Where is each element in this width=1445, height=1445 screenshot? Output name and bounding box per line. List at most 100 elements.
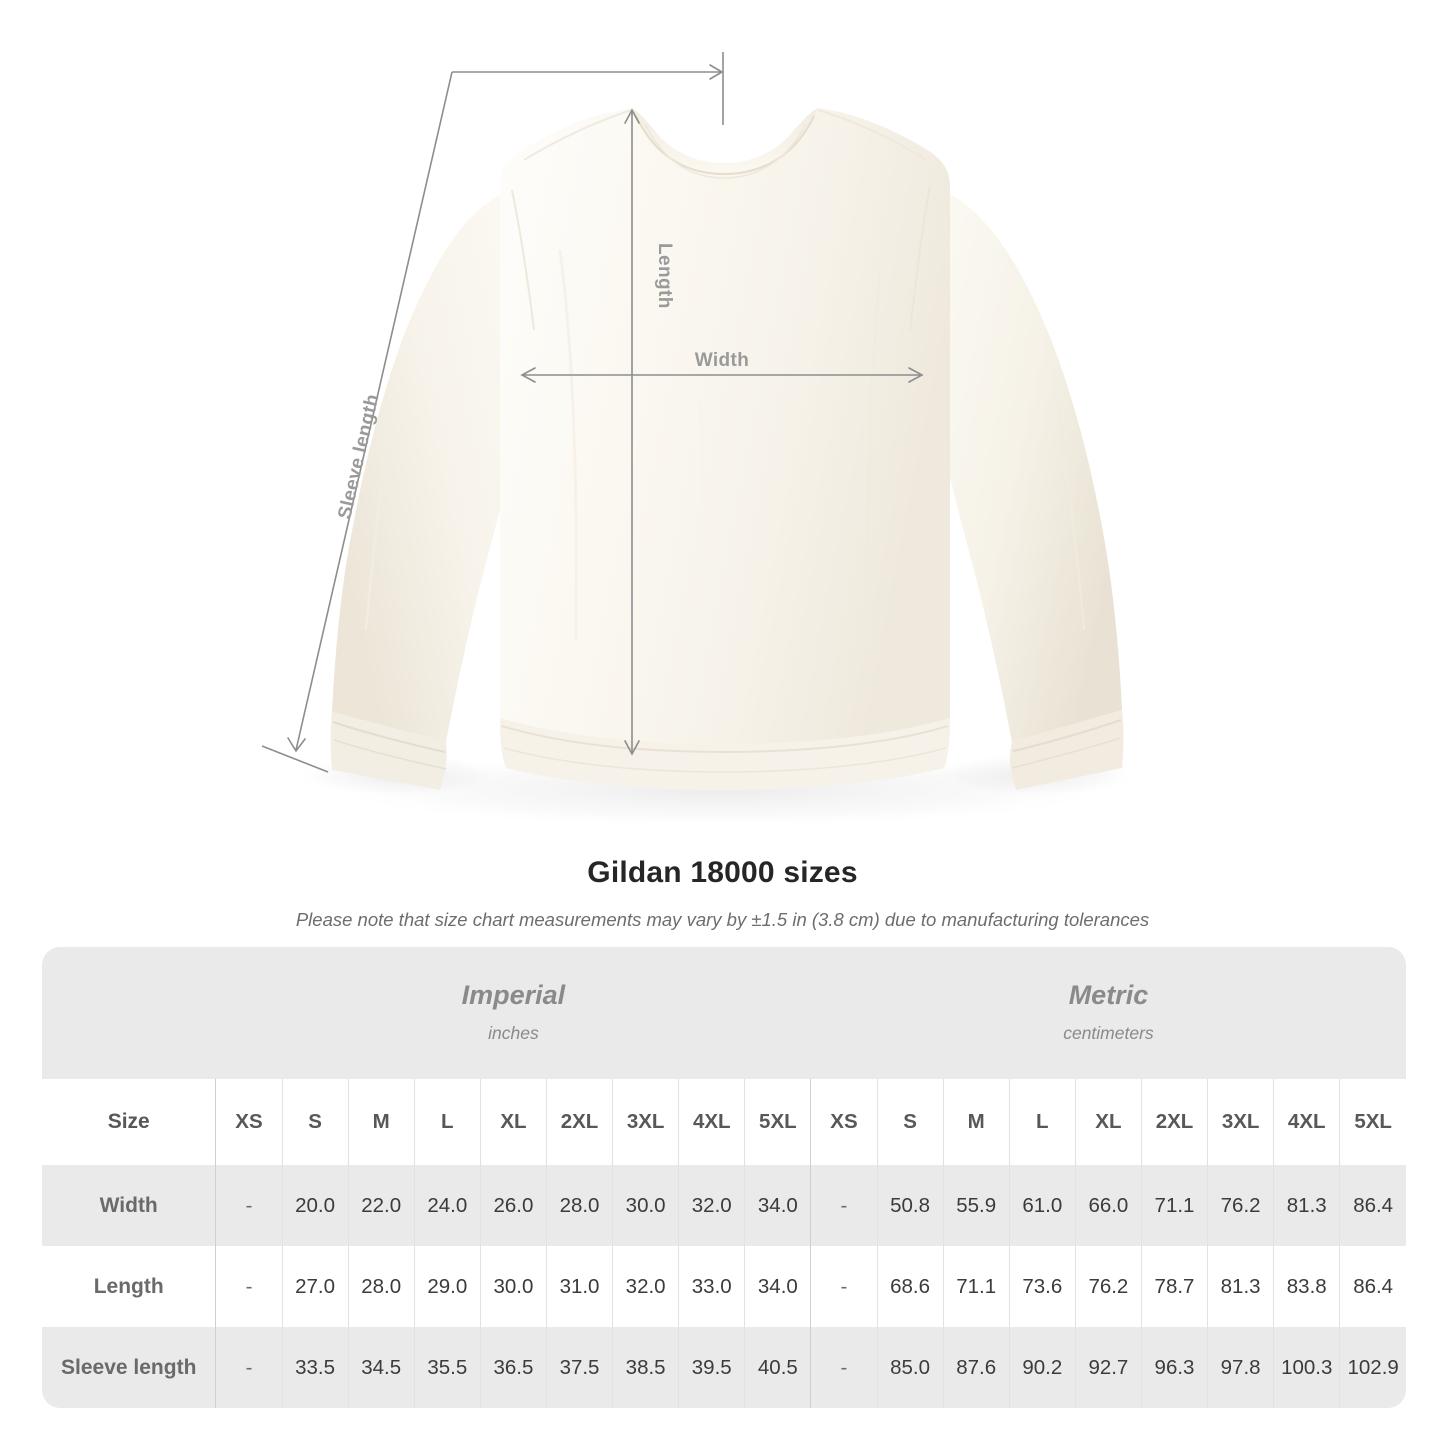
- cell-value: 34.5: [361, 1355, 402, 1379]
- size-column-label: 2XL: [1155, 1110, 1194, 1133]
- row-label-cell: Length: [42, 1246, 216, 1327]
- table-cell: 81.3: [1207, 1246, 1274, 1327]
- table-cell: 36.5: [479, 1327, 547, 1408]
- size-column-header-4xl-imperial: 4XL: [678, 1079, 745, 1165]
- cell-value: 34.0: [757, 1274, 798, 1298]
- cell-value: -: [840, 1274, 848, 1298]
- table-cell: 34.5: [347, 1327, 415, 1408]
- table-cell: 90.2: [1008, 1327, 1076, 1408]
- table-cell: 96.3: [1140, 1327, 1208, 1408]
- table-cell: 34.0: [744, 1165, 811, 1246]
- cell-value: 30.0: [493, 1274, 534, 1298]
- cell-value: 71.1: [956, 1274, 997, 1298]
- cell-value: 81.3: [1286, 1193, 1327, 1217]
- size-column-header-m-metric: M: [942, 1079, 1010, 1165]
- table-cell: 83.8: [1273, 1246, 1340, 1327]
- size-column-header-s-imperial: S: [281, 1079, 349, 1165]
- cell-value: 22.0: [361, 1193, 402, 1217]
- unit-name: Imperial: [461, 980, 566, 1010]
- cell-value: 86.4: [1353, 1193, 1394, 1217]
- cell-value: 76.2: [1220, 1193, 1261, 1217]
- table-cell: -: [215, 1246, 283, 1327]
- cell-value: 29.0: [427, 1274, 468, 1298]
- cell-value: 28.0: [361, 1274, 402, 1298]
- cell-value: 97.8: [1220, 1355, 1261, 1379]
- cell-value: 76.2: [1088, 1274, 1129, 1298]
- cell-value: 39.5: [691, 1355, 732, 1379]
- table-cell: 97.8: [1207, 1327, 1274, 1408]
- table-cell: 26.0: [479, 1165, 547, 1246]
- cell-value: 38.5: [625, 1355, 666, 1379]
- table-cell: 35.5: [413, 1327, 481, 1408]
- table-cell: 76.2: [1074, 1246, 1142, 1327]
- page-title: Gildan 18000 sizes: [587, 856, 858, 889]
- row-label-cell: Width: [42, 1165, 216, 1246]
- size-column-label: 3XL: [626, 1110, 665, 1133]
- cell-value: -: [245, 1274, 253, 1298]
- cell-value: 96.3: [1154, 1355, 1195, 1379]
- cell-value: 35.5: [427, 1355, 468, 1379]
- table-cell: 76.2: [1207, 1165, 1274, 1246]
- table-cell: 38.5: [612, 1327, 679, 1408]
- cell-value: 36.5: [493, 1355, 534, 1379]
- table-cell: -: [810, 1165, 878, 1246]
- size-column-header-3xl-metric: 3XL: [1207, 1079, 1274, 1165]
- unit-band-spacer: [42, 947, 216, 1079]
- garment-diagram: Length Width Sleeve length: [261, 52, 1140, 828]
- size-chart-table-wrapper: Imperial inches Metric centimeters Size XS S M L…: [42, 947, 1406, 1408]
- table-cell: 73.6: [1008, 1246, 1076, 1327]
- cell-value: 32.0: [625, 1274, 666, 1298]
- table-cell: 39.5: [678, 1327, 745, 1408]
- row-label: Sleeve length: [61, 1355, 197, 1379]
- cell-value: 61.0: [1022, 1193, 1063, 1217]
- size-column-header-3xl-imperial: 3XL: [612, 1079, 679, 1165]
- table-cell: 32.0: [678, 1165, 745, 1246]
- cell-value: 92.7: [1088, 1355, 1129, 1379]
- table-cell: 29.0: [413, 1246, 481, 1327]
- size-column-label: 3XL: [1221, 1110, 1260, 1133]
- unit-header-metric: Metric centimeters: [810, 947, 1406, 1079]
- table-cell: 40.5: [744, 1327, 811, 1408]
- table-cell: 30.0: [612, 1165, 679, 1246]
- row-label-cell: Sleeve length: [42, 1327, 216, 1408]
- table-cell: 31.0: [545, 1246, 613, 1327]
- size-column-header-m-imperial: M: [347, 1079, 415, 1165]
- cell-value: 85.0: [890, 1355, 931, 1379]
- unit-subtitle: centimeters: [1063, 1023, 1154, 1043]
- cell-value: 24.0: [427, 1193, 468, 1217]
- table-cell: 28.0: [347, 1246, 415, 1327]
- size-column-label: 4XL: [1287, 1110, 1326, 1133]
- cell-value: 81.3: [1220, 1274, 1261, 1298]
- table-cell: 50.8: [876, 1165, 944, 1246]
- size-column-label: 4XL: [692, 1110, 731, 1133]
- cell-value: 50.8: [890, 1193, 931, 1217]
- size-column-label: L: [1036, 1110, 1049, 1133]
- size-corner-header: Size: [42, 1079, 216, 1165]
- cell-value: 68.6: [890, 1274, 931, 1298]
- size-column-label: L: [441, 1110, 454, 1133]
- unit-header-imperial: Imperial inches: [215, 947, 811, 1079]
- table-row: Length - 27.0 28.0 29.0 30.0 31.0 32.0 33.0 34.0 -…: [42, 1246, 1406, 1327]
- table-cell: 71.1: [942, 1246, 1010, 1327]
- row-label: Length: [93, 1274, 164, 1298]
- table-cell: 32.0: [612, 1246, 679, 1327]
- table-row: Width - 20.0 22.0 24.0 26.0 28.0 30.0 32.0 34.0 - 5…: [42, 1165, 1406, 1246]
- cell-value: 102.9: [1347, 1355, 1399, 1379]
- table-cell: 68.6: [876, 1246, 944, 1327]
- size-column-header-xl-metric: XL: [1074, 1079, 1142, 1165]
- table-cell: -: [810, 1327, 878, 1408]
- cell-value: 28.0: [559, 1193, 600, 1217]
- size-column-label: XS: [830, 1110, 858, 1133]
- cell-value: 32.0: [691, 1193, 732, 1217]
- cell-value: -: [245, 1193, 253, 1217]
- size-column-header-l-imperial: L: [413, 1079, 481, 1165]
- cell-value: 71.1: [1154, 1193, 1195, 1217]
- size-corner-label: Size: [107, 1110, 150, 1133]
- table-cell: 87.6: [942, 1327, 1010, 1408]
- title-block: Gildan 18000 sizes Please note that size…: [0, 840, 1445, 933]
- cell-value: 34.0: [757, 1193, 798, 1217]
- size-column-header-5xl-metric: 5XL: [1339, 1079, 1406, 1165]
- size-column-label: M: [967, 1110, 985, 1133]
- size-column-header-4xl-metric: 4XL: [1273, 1079, 1340, 1165]
- cell-value: -: [840, 1193, 848, 1217]
